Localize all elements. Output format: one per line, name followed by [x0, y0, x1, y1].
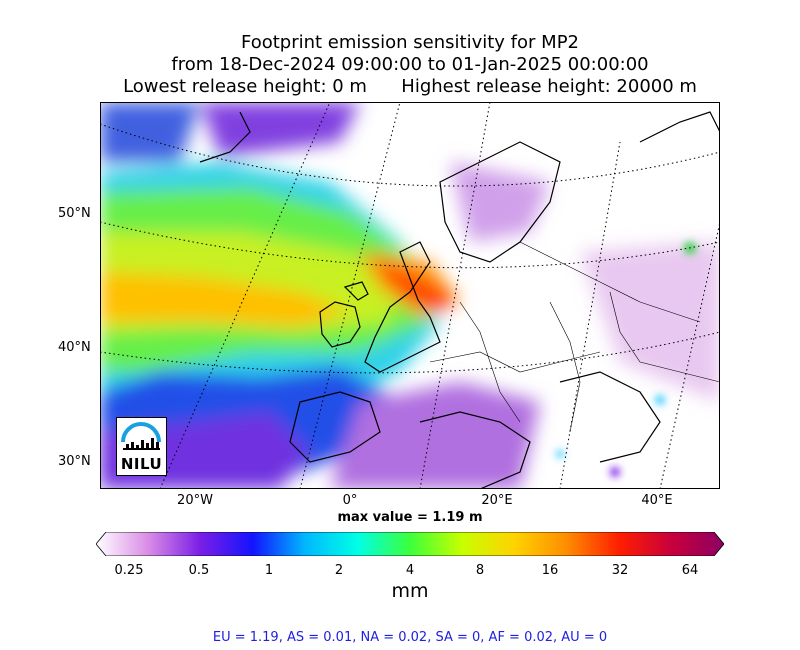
lat-label-30n: 30°N: [58, 454, 91, 469]
colorbar-tick: 16: [541, 563, 559, 578]
title-line-1: Footprint emission sensitivity for MP2: [240, 32, 579, 53]
colorbar-gradient: [96, 532, 724, 556]
title-line-3: Lowest release height: 0 m Highest relea…: [123, 76, 697, 97]
colorbar-tick: 32: [611, 563, 629, 578]
nilu-logo: NILU: [116, 417, 167, 476]
lon-label-40e: 40°E: [641, 493, 673, 508]
region-stats-footer: EU = 1.19, AS = 0.01, NA = 0.02, SA = 0,…: [212, 630, 608, 645]
coastlines: [199, 111, 720, 489]
lat-label-50n: 50°N: [58, 206, 91, 221]
borders: [429, 241, 720, 433]
colorbar-tick: 64: [681, 563, 699, 578]
colorbar-tick: 8: [475, 563, 485, 578]
footprint-map: [100, 102, 720, 489]
title-line-2: from 18-Dec-2024 09:00:00 to 01-Jan-2025…: [171, 54, 649, 75]
colorbar-tick: 1: [264, 563, 274, 578]
colorbar-tick: 0.25: [114, 563, 144, 578]
colorbar-tick: 4: [405, 563, 415, 578]
nilu-logo-text: NILU: [120, 455, 163, 473]
colorbar-tick: 2: [334, 563, 344, 578]
colorbar: [96, 532, 724, 556]
max-value-label: max value = 1.19 m: [337, 510, 483, 525]
lon-label-20w: 20°W: [177, 493, 213, 508]
nilu-logo-icon: [121, 422, 161, 450]
lat-label-40n: 40°N: [58, 340, 91, 355]
lon-label-0: 0°: [342, 493, 358, 508]
colorbar-tick: 0.5: [188, 563, 210, 578]
colorbar-unit: mm: [391, 580, 429, 602]
lon-label-20e: 20°E: [481, 493, 513, 508]
